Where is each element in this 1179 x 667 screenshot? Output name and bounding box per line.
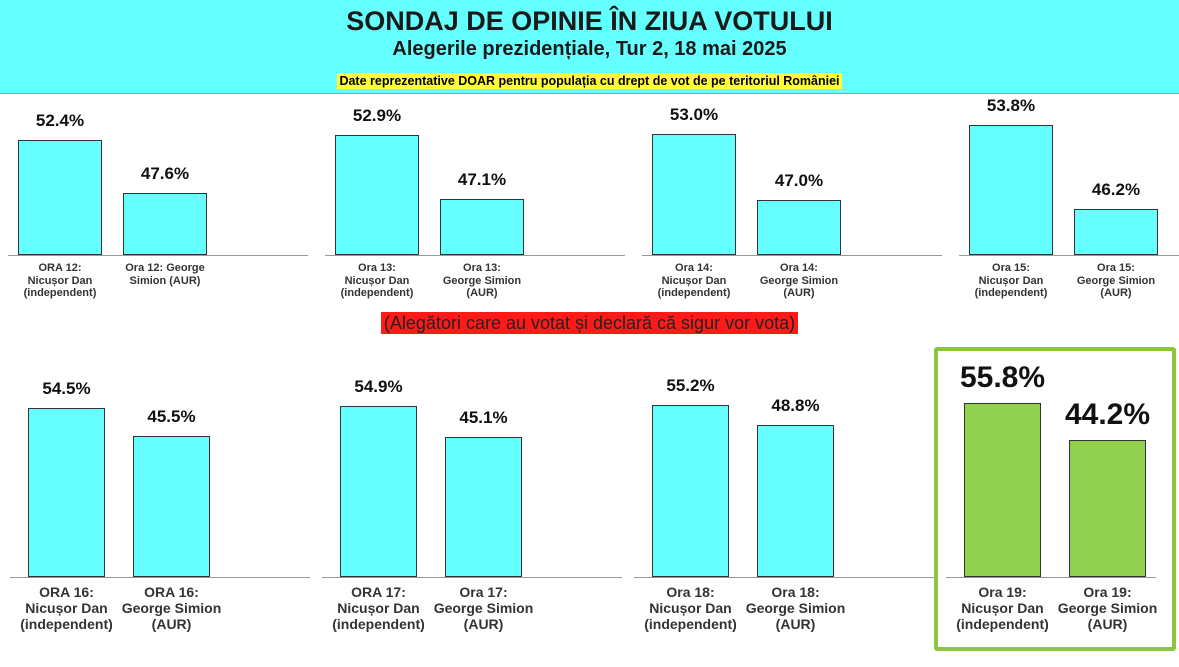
subtitle: Alegerile prezidențiale, Tur 2, 18 mai 2… (392, 38, 787, 60)
banner: (Alegători care au votat și declară că s… (380, 312, 799, 334)
category-label: Ora 18: Nicușor Dan (independent) (644, 584, 737, 633)
value-label: 55.2% (666, 376, 715, 396)
value-label: 47.1% (457, 169, 507, 189)
baseline (634, 577, 934, 578)
bar (335, 134, 419, 255)
bar (123, 193, 207, 255)
bar (445, 436, 522, 577)
bar (1074, 208, 1158, 255)
bar (28, 407, 105, 577)
value-label: 48.8% (771, 396, 820, 416)
bar (1069, 439, 1146, 577)
category-label: Ora 18: George Simion (AUR) (745, 584, 846, 633)
category-label: Ora 15: Nicușor Dan (independent) (974, 262, 1048, 300)
value-label: 46.2% (1091, 179, 1141, 199)
value-label: 53.8% (986, 95, 1036, 115)
category-label: ORA 12: Nicușor Dan (independent) (23, 262, 97, 300)
value-label: 54.5% (42, 378, 91, 398)
value-label: 47.6% (140, 164, 190, 184)
category-label: Ora 14: George Simion (AUR) (759, 262, 839, 300)
bar (652, 405, 729, 577)
category-label: Ora 19: Nicușor Dan (independent) (956, 584, 1049, 633)
baseline (325, 255, 625, 256)
bar (757, 425, 834, 577)
category-label: Ora 13: George Simion (AUR) (442, 262, 522, 300)
baseline (8, 255, 308, 256)
value-label: 44.2% (1064, 397, 1151, 431)
category-label: ORA 16: Nicușor Dan (independent) (20, 584, 113, 633)
bar (757, 199, 841, 255)
bar (964, 403, 1041, 577)
category-label: Ora 17: George Simion (AUR) (433, 584, 534, 633)
value-label: 47.0% (774, 170, 824, 190)
category-label: Ora 14: Nicușor Dan (independent) (657, 262, 731, 300)
bar (969, 124, 1053, 255)
note: Date reprezentative DOAR pentru populați… (337, 73, 842, 89)
bar (18, 140, 102, 255)
category-label: Ora 19: George Simion (AUR) (1057, 584, 1158, 633)
baseline (642, 255, 942, 256)
bar (652, 133, 736, 255)
category-label: ORA 16: George Simion (AUR) (121, 584, 222, 633)
value-label: 54.9% (354, 377, 403, 397)
bar (133, 435, 210, 577)
value-label: 53.0% (669, 104, 719, 124)
title: SONDAJ DE OPINIE ÎN ZIUA VOTULUI (346, 6, 833, 36)
category-label: ORA 17: Nicușor Dan (independent) (332, 584, 425, 633)
note-wrap: Date reprezentative DOAR pentru populați… (0, 72, 1179, 90)
category-label: Ora 15: George Simion (AUR) (1076, 262, 1156, 300)
value-label: 55.8% (959, 361, 1046, 395)
bar (440, 198, 524, 255)
value-label: 45.1% (459, 407, 508, 427)
category-label: Ora 12: George Simion (AUR) (125, 262, 205, 287)
baseline (959, 255, 1179, 256)
baseline (10, 577, 310, 578)
banner-wrap: (Alegători care au votat și declară că s… (0, 312, 1179, 334)
value-label: 52.9% (352, 105, 402, 125)
baseline (946, 577, 1156, 578)
baseline (322, 577, 622, 578)
value-label: 45.5% (147, 406, 196, 426)
bar (340, 406, 417, 577)
category-label: Ora 13: Nicușor Dan (independent) (340, 262, 414, 300)
highlight-frame (934, 347, 1176, 651)
value-label: 52.4% (35, 111, 85, 131)
